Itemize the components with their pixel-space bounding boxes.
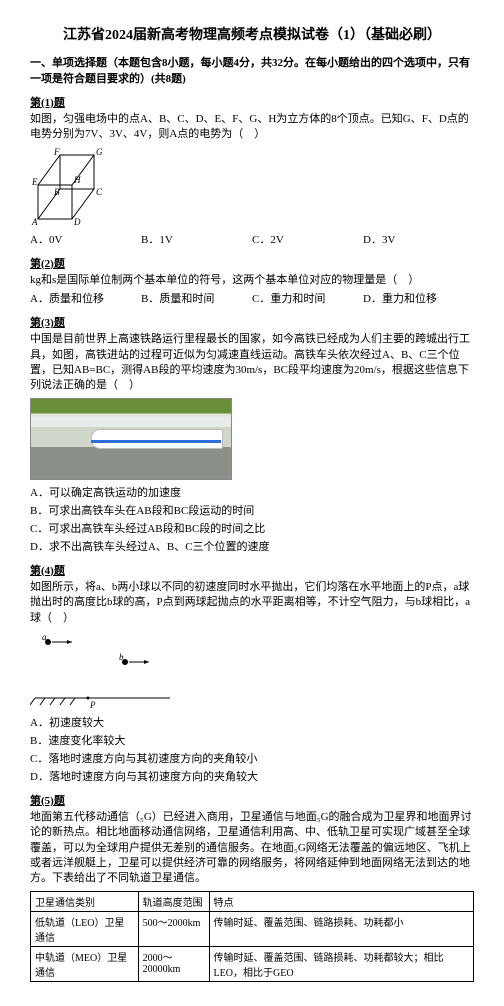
page-title: 江苏省2024届新高考物理高频考点模拟试卷（1）（基础必刷）: [30, 24, 474, 44]
q2-opt-c: C．重力和时间: [252, 290, 363, 306]
svg-text:b: b: [119, 652, 124, 662]
q2-options: A．质量和位移 B．质量和时间 C．重力和时间 D．重力和位移: [30, 290, 474, 306]
q3-opt-c: C．可求出高铁车头经过AB段和BC段的时间之比: [30, 520, 474, 536]
q2-opt-d: D．重力和位移: [363, 290, 474, 306]
section-1-heading: 一、单项选择题（本题包含8小题，每小题4分，共32分。在每小题给出的四个选项中，…: [30, 54, 474, 86]
q4-figure: a b P: [30, 630, 474, 710]
q4-opt-c: C．落地时速度方向与其初速度方向的夹角较小: [30, 750, 474, 766]
q2-text: kg和s是国际单位制两个基本单位的符号，这两个基本单位对应的物理量是（ ）: [30, 273, 474, 288]
svg-text:A: A: [31, 217, 38, 227]
td: 500～2000km: [138, 911, 209, 946]
th-1: 轨道高度范围: [138, 891, 209, 911]
svg-text:P: P: [89, 700, 96, 710]
th-0: 卫星通信类别: [31, 891, 139, 911]
table-head-row: 卫星通信类别 轨道高度范围 特点: [31, 891, 474, 911]
td: 中轨道（MEO）卫星通信: [31, 946, 139, 981]
q4-opt-a: A．初速度较大: [30, 714, 474, 730]
q1-opt-b: B．1V: [141, 231, 252, 247]
q4-opt-b: B．速度变化率较大: [30, 732, 474, 748]
svg-text:C: C: [96, 187, 103, 197]
q1-opt-d: D．3V: [363, 231, 474, 247]
q3-figure: [30, 398, 474, 480]
q3-opt-d: D．求不出高铁车头经过A、B、C三个位置的速度: [30, 538, 474, 554]
q1-text: 如图，匀强电场中的点A、B、C、D、E、F、G、H为立方体的8个顶点。已知G、F…: [30, 112, 474, 143]
table-row: 低轨道（LEO）卫星通信 500～2000km 传输时延、覆盖范围、链路损耗、功…: [31, 911, 474, 946]
q1-figure: A D B C E H F G: [30, 147, 474, 227]
q1-label: 第(1)题: [30, 94, 474, 110]
q3-opt-b: B．可求出高铁车头在AB段和BC段运动的时间: [30, 502, 474, 518]
q5-text: 地面第五代移动通信（₅G）已经进入商用，卫星通信与地面₅G的融合成为卫星界和地面…: [30, 810, 474, 887]
th-2: 特点: [209, 891, 473, 911]
q3-label: 第(3)题: [30, 314, 474, 330]
q4-opt-d: D．落地时速度方向与其初速度方向的夹角较大: [30, 768, 474, 784]
td: 传输时延、覆盖范围、链路损耗、功耗都小: [209, 911, 473, 946]
td: 传输时延、覆盖范围、链路损耗、功耗都较大；相比LEO，相比于GEO: [209, 946, 473, 981]
q1-opt-c: C．2V: [252, 231, 363, 247]
table-row: 中轨道（MEO）卫星通信 2000～20000km 传输时延、覆盖范围、链路损耗…: [31, 946, 474, 981]
q2-label: 第(2)题: [30, 255, 474, 271]
q4-label: 第(4)题: [30, 562, 474, 578]
q3-text: 中国是目前世界上高速铁路运行里程最长的国家，如今高铁已经成为人们主要的跨城出行工…: [30, 332, 474, 394]
td: 2000～20000km: [138, 946, 209, 981]
q3-opt-a: A．可以确定高铁运动的加速度: [30, 484, 474, 500]
svg-text:a: a: [42, 632, 47, 642]
q5-table: 卫星通信类别 轨道高度范围 特点 低轨道（LEO）卫星通信 500～2000km…: [30, 891, 474, 982]
q1-options: A．0V B．1V C．2V D．3V: [30, 231, 474, 247]
svg-text:F: F: [53, 147, 60, 157]
q4-text: 如图所示，将a、b两小球以不同的初速度同时水平抛出，它们均落在水平地面上的P点，…: [30, 580, 474, 626]
q1-opt-a: A．0V: [30, 231, 141, 247]
svg-text:D: D: [73, 217, 81, 227]
q2-opt-a: A．质量和位移: [30, 290, 141, 306]
svg-text:H: H: [73, 175, 81, 185]
q5-label: 第(5)题: [30, 792, 474, 808]
svg-text:E: E: [31, 177, 38, 187]
train-photo: [30, 398, 232, 480]
td: 低轨道（LEO）卫星通信: [31, 911, 139, 946]
svg-text:G: G: [96, 147, 103, 157]
svg-text:B: B: [54, 187, 60, 197]
q2-opt-b: B．质量和时间: [141, 290, 252, 306]
